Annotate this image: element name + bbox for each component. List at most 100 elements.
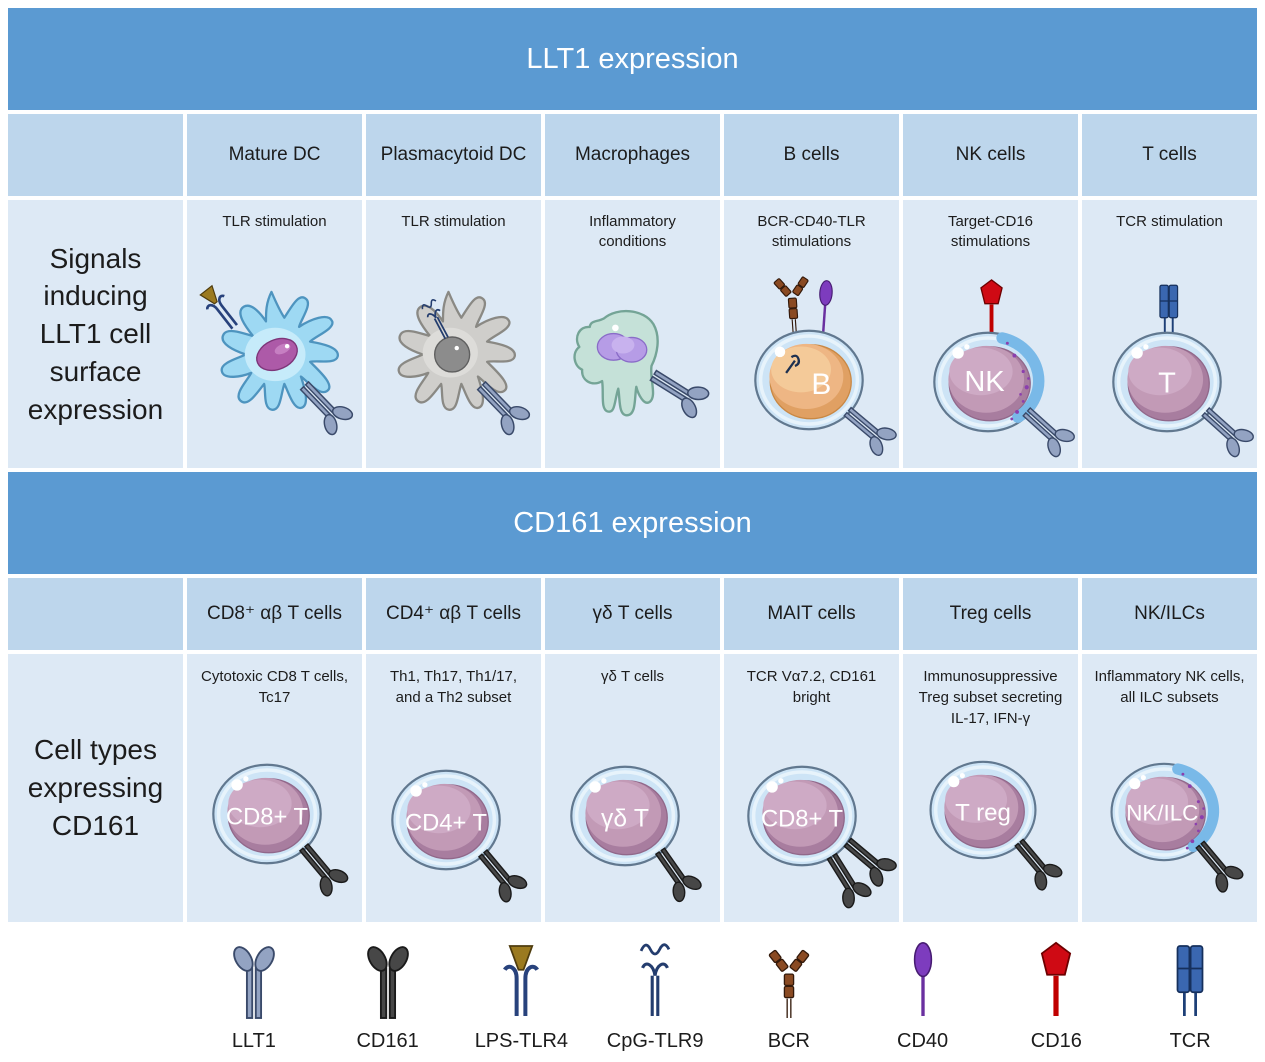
llt1-banner-title: LLT1 expression — [526, 42, 739, 75]
legend-item-cd16: CD16 — [990, 926, 1124, 1060]
llt1-cell-macrophages: Inflammatory conditions — [545, 200, 720, 468]
cd4-t-label: CD4+ T — [405, 810, 487, 837]
cd40-receptor-icon — [816, 279, 834, 336]
llt1-header-row: Mature DC Plasmacytoid DC Macrophages B … — [8, 114, 1257, 196]
llt1-row-label: Signals inducing LLT1 cell surface expre… — [8, 200, 183, 468]
cd16-receptor-icon — [980, 279, 1003, 336]
mait-label: CD8+ T — [761, 806, 843, 833]
legend-item-tcr: TCR — [1123, 926, 1257, 1060]
cd161-header-cd8-t: CD8⁺ αβ T cells — [187, 578, 362, 650]
plasmacytoid-dc-illustration — [366, 256, 541, 468]
llt1-cell-plasmacytoid-dc: TLR stimulation — [366, 200, 541, 468]
macrophage-illustration — [545, 256, 720, 468]
signal-t-cells: TCR stimulation — [1116, 213, 1223, 230]
cd161-banner: CD161 expression — [8, 472, 1257, 574]
tcr-legend-icon — [1176, 944, 1204, 1018]
cd161-header-nk-ilc: NK/ILCs — [1082, 578, 1257, 650]
legend-item-cd161: CD161 — [321, 926, 455, 1060]
cd161-cell-gd-t: γδ T cells γδ T — [545, 654, 720, 922]
cd161-header-row: CD8⁺ αβ T cells CD4⁺ αβ T cells γδ T cel… — [8, 578, 1257, 650]
legend-label-cpg-tlr9: CpG-TLR9 — [606, 1030, 704, 1052]
desc-gd-t: γδ T cells — [600, 668, 665, 685]
cd161-body-row: Cell types expressing CD161 Cytotoxic CD… — [8, 654, 1257, 922]
desc-mait: TCR Vα7.2, CD161 bright — [746, 668, 877, 706]
desc-cd4-t: Th1, Th17, Th1/17, and a Th2 subset — [389, 668, 518, 706]
treg-label: T reg — [955, 799, 1011, 826]
cd161-row-label: Cell types expressing CD161 — [8, 654, 183, 922]
legend-item-bcr: BCR — [722, 926, 856, 1060]
legend-item-llt1: LLT1 — [187, 926, 321, 1060]
legend-label-llt1: LLT1 — [231, 1030, 276, 1052]
legend-item-cd40: CD40 — [856, 926, 990, 1060]
b-cell-label: B — [811, 368, 831, 401]
llt1-header-macrophages: Macrophages — [545, 114, 720, 196]
t-cell-label: T — [1158, 368, 1176, 400]
desc-nk-ilc: Inflammatory NK cells, all ILC subsets — [1094, 668, 1245, 706]
cd161-legend-icon — [362, 942, 413, 1019]
legend-label-tcr: TCR — [1169, 1030, 1211, 1052]
legend-label-cd161: CD161 — [356, 1030, 419, 1052]
nk-cell-illustration: NK — [903, 256, 1081, 468]
cd161-banner-title: CD161 expression — [513, 506, 752, 539]
cpg-tlr9-legend-icon — [639, 943, 671, 1018]
signal-nk-cells: Target-CD16 stimulations — [947, 213, 1034, 251]
cd161-header-cd4-t: CD4⁺ αβ T cells — [366, 578, 541, 650]
llt1-header-b-cells: B cells — [724, 114, 899, 196]
pdc-nucleus-icon — [433, 336, 471, 373]
b-cell-illustration: B — [724, 256, 903, 468]
signal-b-cells: BCR-CD40-TLR stimulations — [757, 213, 866, 251]
lps-tlr4-legend-icon — [503, 944, 540, 1018]
llt1-cell-mature-dc: TLR stimulation — [187, 200, 362, 468]
nk-cell-label: NK — [964, 366, 1005, 398]
llt1-cell-nk-cells: Target-CD16 stimulations NK — [903, 200, 1081, 468]
llt1-header-empty — [8, 114, 183, 196]
macrophage-nucleus-icon — [596, 332, 648, 363]
cd161-cell-mait: TCR Vα7.2, CD161 bright CD8+ T — [724, 654, 903, 922]
cd4-t-illustration: CD4+ T — [366, 724, 541, 922]
legend-label-cd16: CD16 — [1030, 1030, 1082, 1052]
mait-illustration: CD8+ T — [724, 724, 903, 922]
cd8-t-illustration: CD8+ T — [187, 724, 362, 922]
llt1-header-plasmacytoid-dc: Plasmacytoid DC — [366, 114, 541, 196]
legend: LLT1 CD161 LPS-TLR4 CpG-TLR9 BCR — [187, 926, 1257, 1060]
llt1-cell-b-cells: BCR-CD40-TLR stimulations B — [724, 200, 903, 468]
cd161-header-mait: MAIT cells — [724, 578, 899, 650]
llt1-body-row: Signals inducing LLT1 cell surface expre… — [8, 200, 1260, 468]
bcr-receptor-icon — [772, 275, 813, 338]
cd16-legend-icon — [1041, 941, 1072, 1017]
gd-t-label: γδ T — [601, 806, 649, 833]
cd161-cell-cd8-t: Cytotoxic CD8 T cells, Tc17 CD8+ T — [187, 654, 362, 922]
cd8-t-label: CD8+ T — [226, 804, 308, 831]
llt1-legend-icon — [229, 942, 279, 1019]
nk-ilc-label: NK/ILC — [1126, 801, 1198, 826]
desc-treg: Immunosuppressive Treg subset secreting … — [918, 668, 1063, 727]
cd161-header-treg: Treg cells — [903, 578, 1078, 650]
legend-label-cd40: CD40 — [897, 1030, 949, 1052]
legend-label-lps-tlr4: LPS-TLR4 — [474, 1030, 569, 1052]
legend-item-lps-tlr4: LPS-TLR4 — [455, 926, 589, 1060]
cd161-cell-cd4-t: Th1, Th17, Th1/17, and a Th2 subset CD4+… — [366, 654, 541, 922]
nk-ilc-illustration: NK/ILC — [1082, 724, 1257, 922]
cd161-cell-treg: Immunosuppressive Treg subset secreting … — [903, 654, 1078, 922]
cd40-legend-icon — [913, 942, 932, 1017]
tlr9-inside-icon — [785, 354, 801, 374]
llt1-header-mature-dc: Mature DC — [187, 114, 362, 196]
llt1-banner: LLT1 expression — [8, 8, 1257, 110]
legend-label-bcr: BCR — [767, 1030, 810, 1052]
bcr-legend-icon — [768, 949, 810, 1019]
llt1-header-nk-cells: NK cells — [903, 114, 1078, 196]
gd-t-illustration: γδ T — [545, 724, 720, 922]
cd161-header-gd-t: γδ T cells — [545, 578, 720, 650]
llt1-cell-t-cells: TCR stimulation T — [1082, 200, 1260, 468]
t-cell-illustration: T — [1082, 256, 1260, 468]
desc-cd8-t: Cytotoxic CD8 T cells, Tc17 — [201, 668, 348, 706]
legend-item-cpg-tlr9: CpG-TLR9 — [588, 926, 722, 1060]
signal-macrophages: Inflammatory conditions — [589, 213, 676, 251]
signal-mature-dc: TLR stimulation — [222, 213, 327, 230]
cd161-cell-nk-ilc: Inflammatory NK cells, all ILC subsets N… — [1082, 654, 1257, 922]
tcr-receptor-icon — [1158, 284, 1179, 336]
cd161-header-empty — [8, 578, 183, 650]
lps-tlr4-receptor-icon — [196, 282, 245, 335]
signal-plasmacytoid-dc: TLR stimulation — [401, 213, 506, 230]
